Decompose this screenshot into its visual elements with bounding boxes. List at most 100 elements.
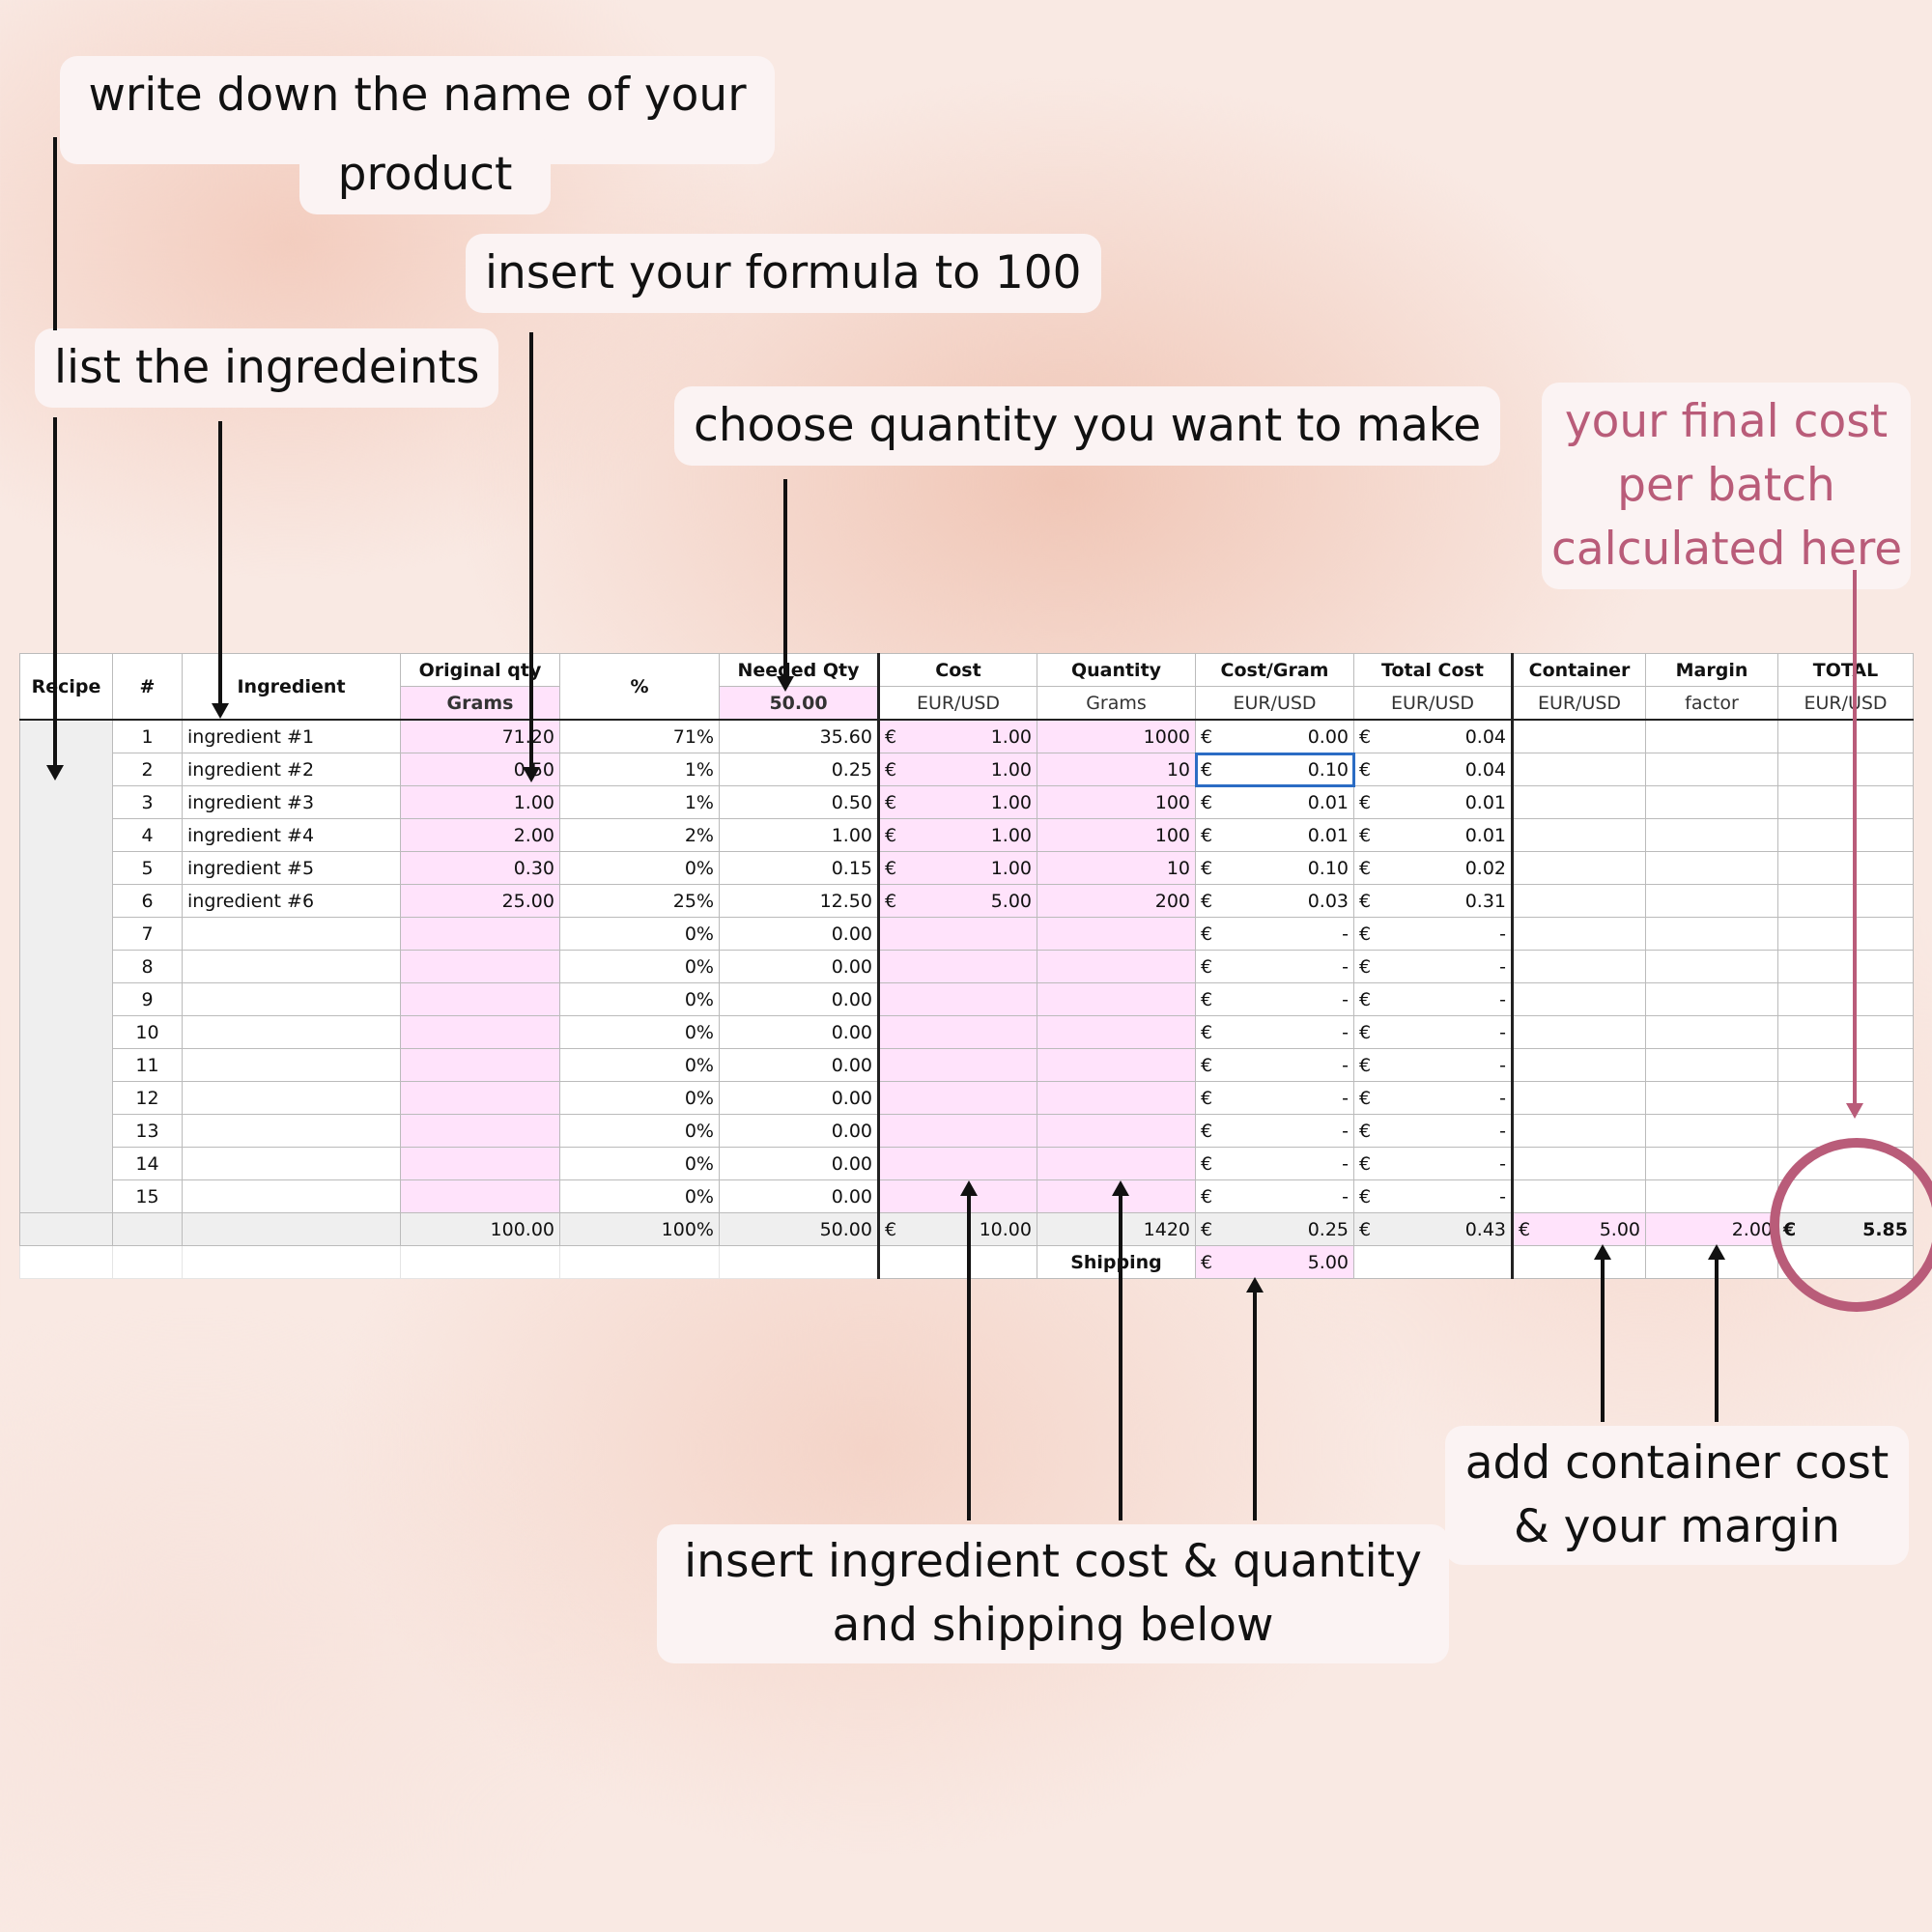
total-total-cost[interactable]: €0.43 [1353,1212,1514,1246]
total-cell[interactable] [1777,1015,1914,1049]
ingredient-name-cell[interactable] [182,917,401,951]
container-cell[interactable] [1512,1147,1646,1180]
unit-original-qty[interactable]: Grams [400,686,560,721]
quantity-cell[interactable] [1037,1048,1196,1082]
cost-cell[interactable] [878,1048,1037,1082]
needed-qty-cell[interactable]: 0.00 [719,982,880,1016]
cost-cell[interactable] [878,1147,1037,1180]
original-qty-cell[interactable] [400,1179,560,1213]
percent-cell[interactable]: 1% [559,753,720,786]
header-cost[interactable]: Cost [878,653,1037,687]
total-cell[interactable] [1777,719,1914,753]
total-cell[interactable] [1777,884,1914,918]
ingredient-name-cell[interactable]: ingredient #2 [182,753,401,786]
needed-qty-cell[interactable]: 12.50 [719,884,880,918]
unit-margin[interactable]: factor [1645,686,1778,721]
row-number[interactable]: 1 [112,719,183,753]
margin-cell[interactable] [1645,1179,1778,1213]
total-cost-cell[interactable]: € - [1353,917,1514,951]
original-qty-cell[interactable] [400,1081,560,1115]
total-cell[interactable] [1777,785,1914,819]
percent-cell[interactable]: 25% [559,884,720,918]
original-qty-cell[interactable] [400,1114,560,1148]
unit-total[interactable]: EUR/USD [1777,686,1914,721]
shipping-input[interactable]: €5.00 [1195,1245,1354,1279]
container-cell[interactable] [1512,818,1646,852]
total-cost-cell[interactable]: €0.02 [1353,851,1514,885]
original-qty-cell[interactable] [400,917,560,951]
cost-cell[interactable] [878,1179,1037,1213]
container-cell[interactable] [1512,884,1646,918]
cost-cell[interactable] [878,917,1037,951]
ingredient-name-cell[interactable] [182,1114,401,1148]
percent-cell[interactable]: 0% [559,950,720,983]
margin-cell[interactable] [1645,982,1778,1016]
total-needed-qty[interactable]: 50.00 [719,1212,880,1246]
total-cost-cell[interactable]: €0.04 [1353,753,1514,786]
cost-cell[interactable] [878,1015,1037,1049]
ingredient-name-cell[interactable]: ingredient #4 [182,818,401,852]
total-cost-cell[interactable]: € - [1353,950,1514,983]
ingredient-name-cell[interactable]: ingredient #6 [182,884,401,918]
cost-cell[interactable] [878,982,1037,1016]
row-number[interactable]: 7 [112,917,183,951]
original-qty-cell[interactable]: 1.00 [400,785,560,819]
quantity-cell[interactable] [1037,950,1196,983]
row-number[interactable]: 9 [112,982,183,1016]
total-cost-cell[interactable]: € - [1353,1081,1514,1115]
total-cell[interactable] [1777,950,1914,983]
margin-cell[interactable] [1645,785,1778,819]
margin-cell[interactable] [1645,753,1778,786]
ingredient-name-cell[interactable] [182,950,401,983]
cost-gram-cell[interactable]: € - [1195,1179,1354,1213]
total-cell[interactable] [1777,917,1914,951]
quantity-cell[interactable]: 100 [1037,785,1196,819]
quantity-cell[interactable] [1037,982,1196,1016]
needed-qty-cell[interactable]: 35.60 [719,719,880,753]
quantity-cell[interactable] [1037,1114,1196,1148]
needed-qty-cell[interactable]: 1.00 [719,818,880,852]
row-number[interactable]: 15 [112,1179,183,1213]
total-cell[interactable] [1777,982,1914,1016]
percent-cell[interactable]: 0% [559,1015,720,1049]
cost-gram-cell[interactable]: € - [1195,982,1354,1016]
needed-qty-cell[interactable]: 0.15 [719,851,880,885]
container-cell[interactable] [1512,1114,1646,1148]
needed-qty-cell[interactable]: 0.00 [719,950,880,983]
cost-cell[interactable]: €1.00 [878,851,1037,885]
header-original-qty[interactable]: Original qty [400,653,560,687]
total-cost-cell[interactable]: € - [1353,1015,1514,1049]
row-number[interactable]: 6 [112,884,183,918]
total-cell[interactable] [1777,753,1914,786]
cost-cell[interactable]: €1.00 [878,719,1037,753]
quantity-cell[interactable] [1037,1081,1196,1115]
unit-quantity[interactable]: Grams [1037,686,1196,721]
total-percent[interactable]: 100% [559,1212,720,1246]
needed-qty-cell[interactable]: 0.00 [719,1048,880,1082]
total-cell[interactable] [1777,1048,1914,1082]
row-number[interactable]: 5 [112,851,183,885]
margin-cell[interactable] [1645,1048,1778,1082]
row-number[interactable]: 13 [112,1114,183,1148]
container-cell[interactable] [1512,1048,1646,1082]
row-number[interactable]: 3 [112,785,183,819]
cost-gram-cell[interactable]: €0.10 [1195,851,1354,885]
cost-gram-cell[interactable]: €0.00 [1195,719,1354,753]
quantity-cell[interactable]: 1000 [1037,719,1196,753]
row-number[interactable]: 14 [112,1147,183,1180]
cost-gram-cell[interactable]: € - [1195,1114,1354,1148]
total-cost-sum[interactable]: €10.00 [878,1212,1037,1246]
quantity-cell[interactable]: 200 [1037,884,1196,918]
original-qty-cell[interactable] [400,982,560,1016]
quantity-cell[interactable] [1037,1147,1196,1180]
total-cost-cell[interactable]: € - [1353,1114,1514,1148]
cost-gram-cell[interactable]: € - [1195,1147,1354,1180]
unit-container[interactable]: EUR/USD [1512,686,1646,721]
cost-gram-cell[interactable]: €0.10 [1194,752,1355,787]
needed-qty-cell[interactable]: 0.00 [719,1147,880,1180]
ingredient-name-cell[interactable] [182,1048,401,1082]
cost-gram-cell[interactable]: € - [1195,1081,1354,1115]
total-cost-cell[interactable]: € - [1353,1179,1514,1213]
header-margin[interactable]: Margin [1645,653,1778,687]
needed-qty-cell[interactable]: 0.00 [719,917,880,951]
